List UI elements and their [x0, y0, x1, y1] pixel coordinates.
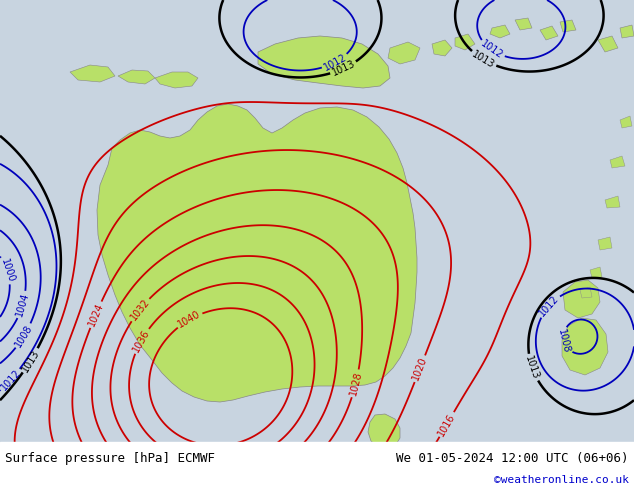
- Text: 1020: 1020: [411, 355, 429, 382]
- Text: 1008: 1008: [557, 328, 572, 354]
- Polygon shape: [97, 104, 417, 402]
- Text: 1024: 1024: [86, 301, 105, 328]
- Polygon shape: [562, 318, 608, 375]
- Text: 1013: 1013: [470, 49, 496, 70]
- Polygon shape: [598, 237, 612, 250]
- Polygon shape: [610, 156, 625, 168]
- Polygon shape: [590, 267, 602, 278]
- Text: 1008: 1008: [13, 323, 34, 349]
- Polygon shape: [70, 65, 115, 82]
- Text: 1004: 1004: [15, 292, 31, 318]
- Text: ©weatheronline.co.uk: ©weatheronline.co.uk: [494, 475, 629, 486]
- Polygon shape: [620, 25, 634, 38]
- Text: 1012: 1012: [537, 293, 561, 318]
- Text: 1040: 1040: [176, 309, 203, 330]
- Polygon shape: [155, 72, 198, 88]
- Bar: [0, 442, 634, 490]
- Text: 1013: 1013: [330, 59, 357, 78]
- Polygon shape: [540, 26, 558, 40]
- Text: 1012: 1012: [322, 52, 348, 73]
- Text: Surface pressure [hPa] ECMWF: Surface pressure [hPa] ECMWF: [5, 452, 215, 466]
- Polygon shape: [515, 18, 532, 30]
- Polygon shape: [560, 20, 576, 32]
- Polygon shape: [455, 34, 475, 50]
- Text: 1012: 1012: [0, 368, 23, 392]
- Polygon shape: [118, 70, 155, 84]
- Text: 1016: 1016: [436, 411, 457, 438]
- Polygon shape: [490, 25, 510, 38]
- Polygon shape: [605, 196, 620, 208]
- Text: 1032: 1032: [129, 297, 152, 322]
- Polygon shape: [258, 36, 390, 88]
- Polygon shape: [368, 414, 400, 449]
- Polygon shape: [563, 280, 600, 318]
- Text: 1000: 1000: [0, 257, 16, 284]
- Text: 1013: 1013: [20, 347, 41, 373]
- Polygon shape: [580, 287, 592, 298]
- Text: 1036: 1036: [131, 328, 152, 354]
- Text: 1028: 1028: [348, 370, 363, 396]
- Polygon shape: [598, 36, 618, 52]
- Polygon shape: [388, 42, 420, 64]
- Text: 1012: 1012: [479, 39, 505, 61]
- Polygon shape: [620, 116, 632, 128]
- Text: 1013: 1013: [524, 354, 541, 381]
- Text: We 01-05-2024 12:00 UTC (06+06): We 01-05-2024 12:00 UTC (06+06): [396, 452, 629, 466]
- Polygon shape: [432, 40, 452, 56]
